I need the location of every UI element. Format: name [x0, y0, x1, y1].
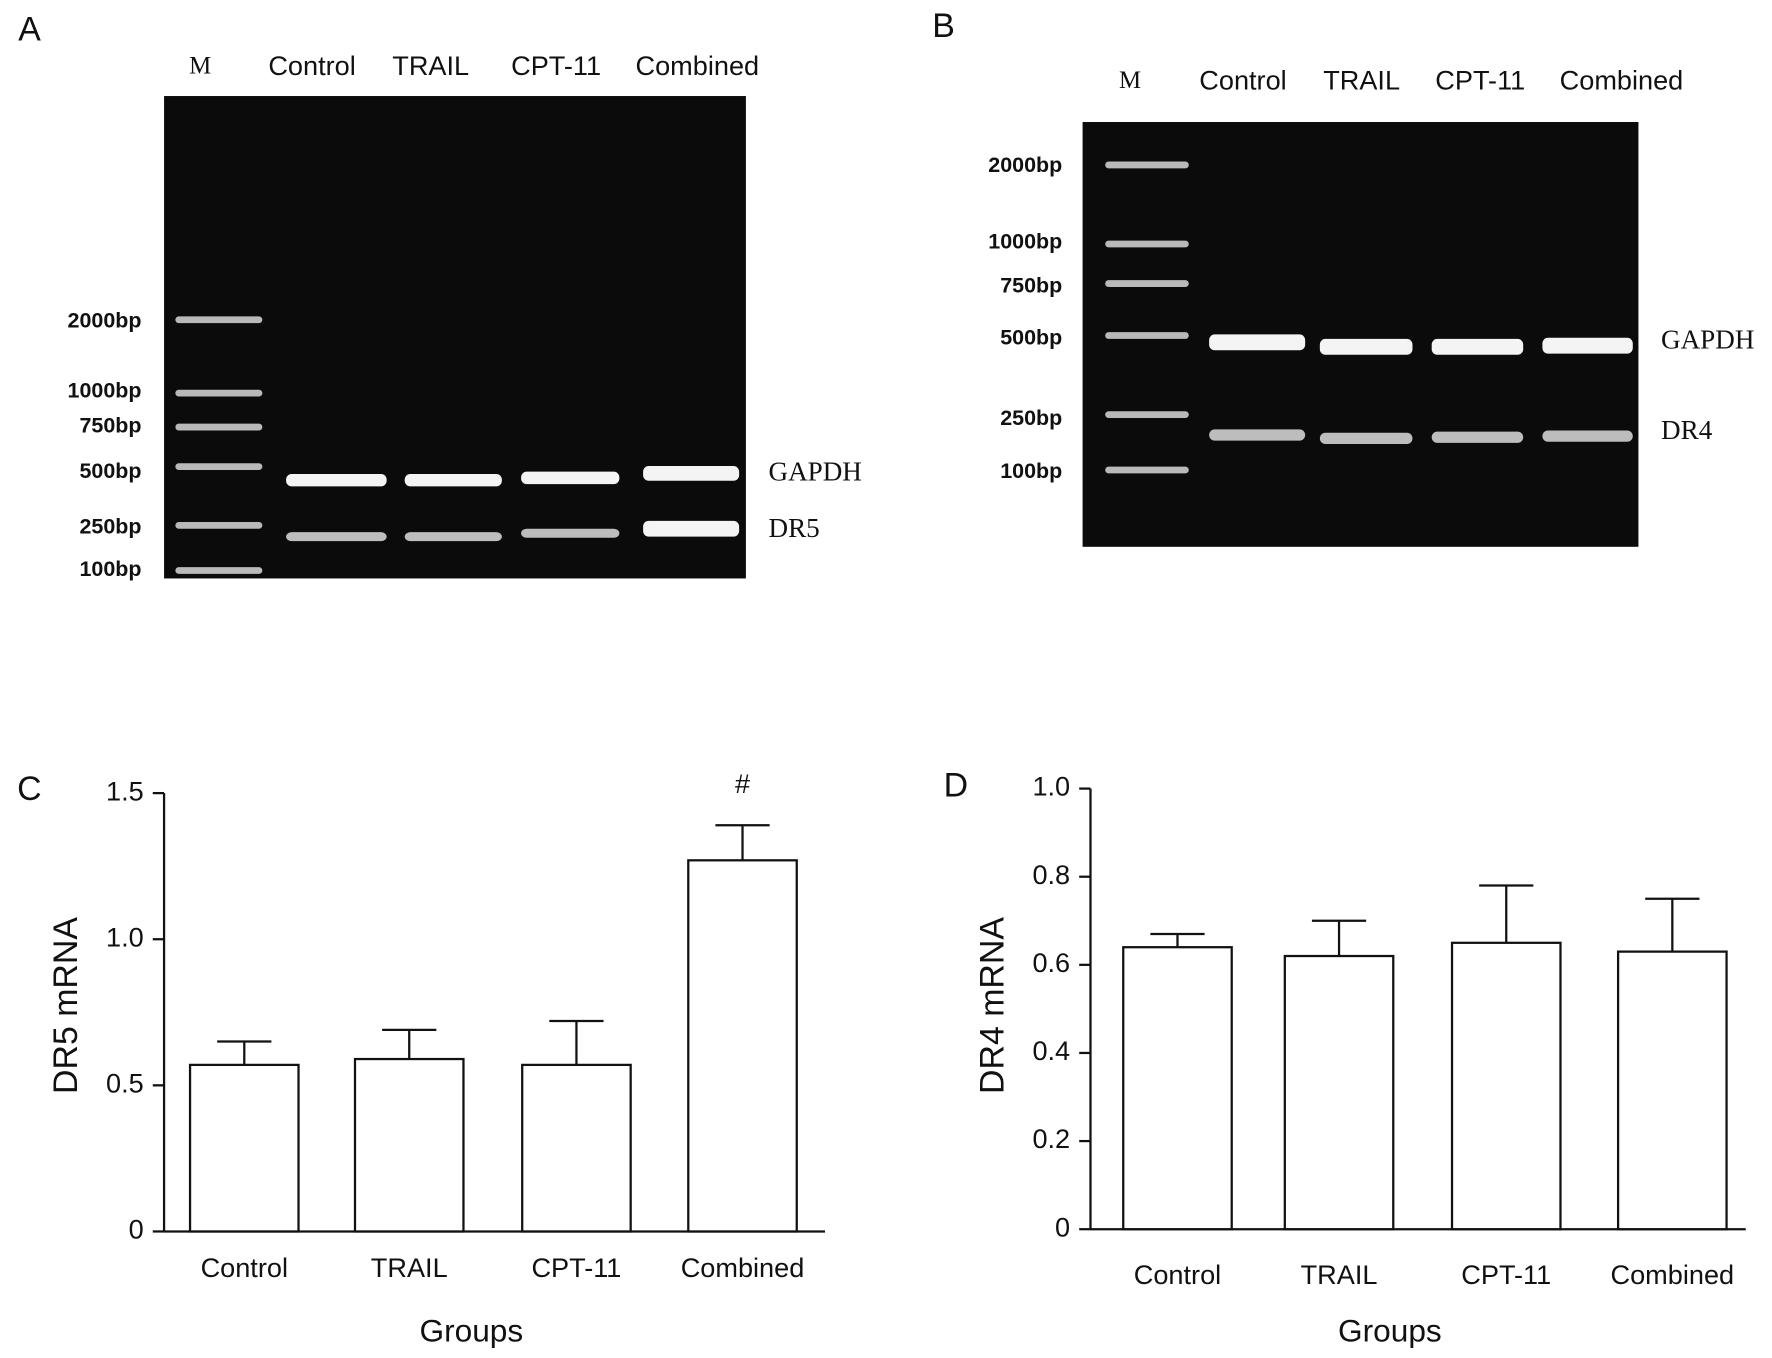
marker-label: 500bp [1000, 326, 1062, 350]
y-tick-label: 0 [1055, 1211, 1070, 1242]
ladder-band [175, 567, 263, 574]
lane-label: CPT-11 [1435, 65, 1525, 96]
band [643, 520, 740, 537]
marker-label: 1000bp [68, 379, 142, 403]
ladder-band [175, 316, 263, 324]
lane-label: CPT-11 [511, 50, 601, 81]
y-tick-label: 0.6 [1032, 947, 1070, 978]
y-tick-label: 0 [129, 1214, 144, 1245]
lane-label: Control [1199, 65, 1286, 96]
marker-label: 100bp [1000, 459, 1062, 483]
ladder-band [1105, 280, 1189, 287]
y-tick-label: 1.0 [1032, 771, 1070, 802]
y-axis-label: DR4 mRNA [973, 917, 1011, 1094]
gel [164, 96, 746, 579]
x-axis-label: Groups [1338, 1313, 1442, 1349]
bar [353, 1057, 465, 1233]
band [1542, 337, 1633, 354]
y-tick-label: 0.8 [1032, 859, 1070, 890]
ladder-band [1105, 466, 1189, 474]
marker-label: 250bp [1000, 406, 1062, 430]
lane-label: TRAIL [1323, 65, 1400, 96]
band-label: DR5 [769, 513, 820, 543]
band [1319, 432, 1413, 445]
lane-label: Combined [1560, 65, 1684, 96]
x-tick-label: TRAIL [371, 1252, 448, 1283]
x-tick-label: TRAIL [1301, 1259, 1378, 1290]
x-tick-label: Control [1134, 1259, 1221, 1290]
lane-label: Control [268, 50, 355, 81]
marker-label: 2000bp [988, 153, 1062, 177]
panel-letter: A [18, 11, 41, 49]
y-tick-label: 1.5 [106, 775, 144, 806]
x-tick-label: CPT-11 [1461, 1259, 1551, 1290]
marker-label: 750bp [1000, 274, 1062, 298]
x-tick-label: CPT-11 [531, 1252, 621, 1283]
band-label: DR4 [1661, 415, 1713, 445]
annotation: # [735, 768, 750, 799]
ladder-band [175, 423, 263, 431]
marker-label: 1000bp [988, 230, 1062, 254]
band [521, 528, 620, 538]
y-axis-label: DR5 mRNA [47, 917, 85, 1094]
band [1209, 334, 1306, 351]
band [404, 532, 502, 542]
panel-letter: D [944, 766, 968, 804]
band [521, 471, 620, 485]
lane-label: M [1119, 67, 1141, 94]
ladder-band [175, 389, 263, 397]
lane-label: M [189, 52, 211, 79]
x-tick-label: Combined [1611, 1259, 1735, 1290]
marker-label: 100bp [79, 557, 141, 581]
y-tick-label: 0.2 [1032, 1123, 1070, 1154]
y-tick-label: 0.4 [1032, 1035, 1070, 1066]
bar [687, 859, 798, 1233]
band-label: GAPDH [1661, 325, 1754, 355]
ladder-band [1105, 240, 1189, 248]
ladder-band [175, 521, 263, 529]
band [1542, 430, 1633, 442]
panel-letter: C [17, 770, 41, 808]
panel-letter: B [932, 7, 955, 45]
lane-label: TRAIL [392, 50, 469, 81]
bar [521, 1063, 632, 1233]
lane-label: Combined [636, 50, 760, 81]
bar [188, 1063, 300, 1233]
marker-label: 250bp [79, 514, 141, 538]
band [1431, 431, 1524, 443]
band [1431, 338, 1524, 355]
marker-label: 750bp [79, 414, 141, 438]
band-label: GAPDH [769, 457, 862, 487]
x-axis-label: Groups [420, 1313, 524, 1349]
ladder-band [1105, 161, 1189, 169]
marker-label: 2000bp [68, 309, 142, 333]
ladder-band [175, 463, 263, 470]
bar [1283, 954, 1395, 1231]
bar [1616, 950, 1728, 1231]
bar [1122, 946, 1233, 1231]
ladder-band [1105, 332, 1189, 339]
bar [1450, 941, 1562, 1231]
band [286, 473, 387, 487]
marker-label: 500bp [79, 459, 141, 483]
y-tick-label: 0.5 [106, 1068, 144, 1099]
band [286, 532, 387, 542]
x-tick-label: Combined [681, 1252, 805, 1283]
y-tick-label: 1.0 [106, 921, 144, 952]
band [404, 473, 502, 487]
x-tick-label: Control [201, 1252, 288, 1283]
band [1319, 338, 1413, 355]
ladder-band [1105, 411, 1189, 419]
band [1209, 429, 1306, 441]
band [643, 466, 740, 481]
